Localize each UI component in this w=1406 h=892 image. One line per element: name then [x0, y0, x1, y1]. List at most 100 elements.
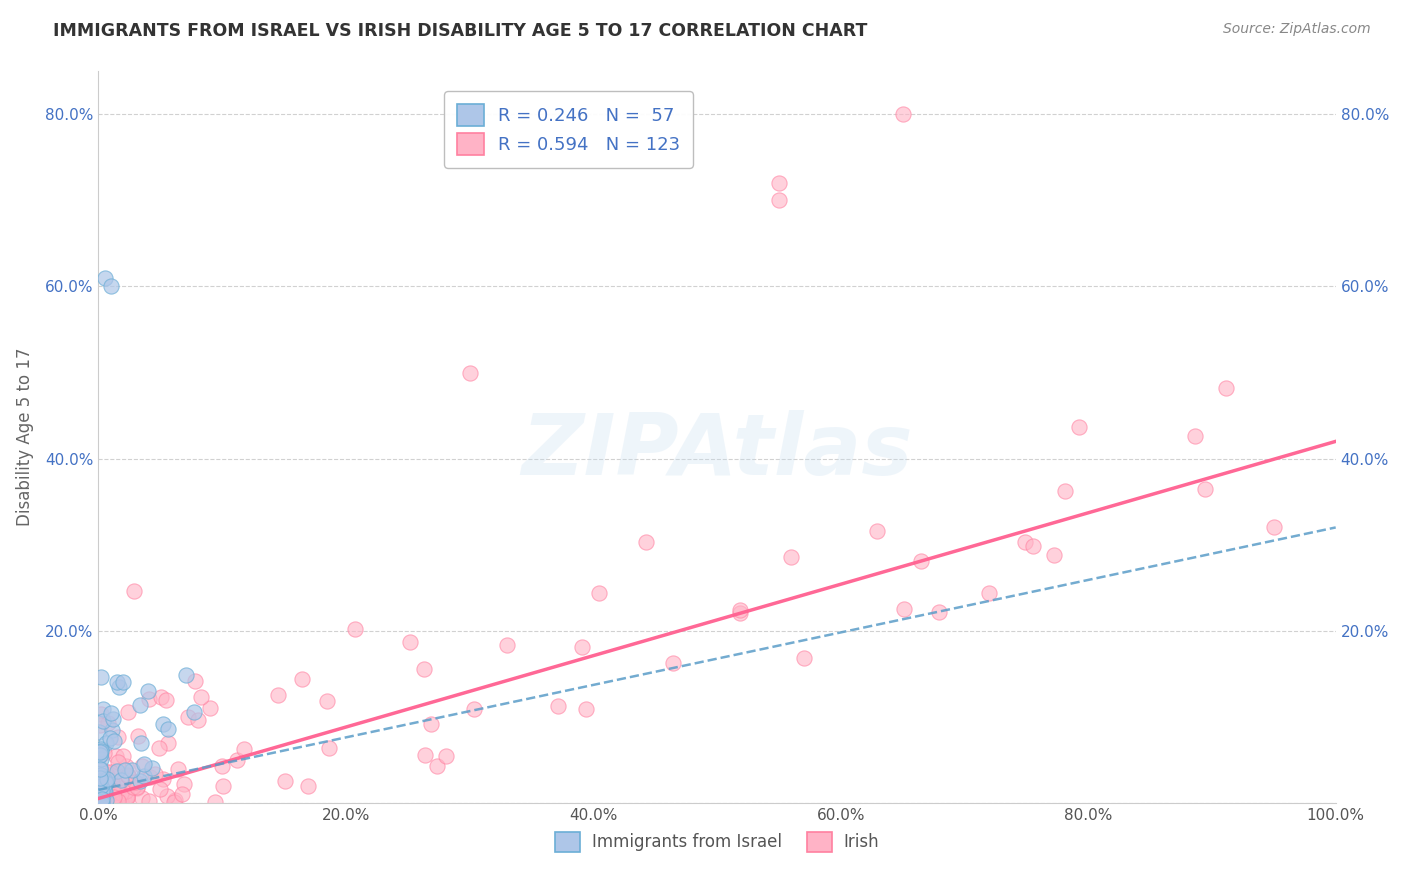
Point — [107, 794, 129, 808]
Point — [187, 713, 209, 727]
Point — [117, 705, 139, 719]
Point — [318, 740, 340, 755]
Point — [436, 748, 458, 763]
Point — [866, 524, 889, 538]
Point — [1014, 534, 1036, 549]
Point — [107, 756, 129, 770]
Point — [105, 675, 128, 690]
Point — [547, 699, 569, 714]
Point — [156, 736, 179, 750]
Point — [93, 746, 115, 760]
Point — [131, 759, 153, 773]
Point — [93, 783, 115, 797]
Point — [463, 702, 485, 716]
Point — [104, 789, 127, 804]
Point — [1054, 484, 1077, 499]
Point — [1067, 419, 1090, 434]
Point — [103, 780, 125, 794]
Point — [89, 761, 111, 775]
Point — [104, 765, 127, 780]
Point — [121, 763, 143, 777]
Point — [172, 787, 194, 801]
Point — [163, 795, 186, 809]
Point — [149, 690, 172, 704]
Point — [129, 773, 152, 788]
Point — [101, 782, 124, 797]
Point — [100, 279, 122, 293]
Point — [100, 765, 122, 780]
Point — [90, 706, 112, 721]
Point — [91, 783, 114, 797]
Point — [89, 762, 111, 776]
Point — [891, 107, 914, 121]
Point — [1043, 548, 1066, 562]
Point — [1263, 520, 1285, 534]
Point — [1184, 429, 1206, 443]
Point — [87, 725, 110, 739]
Point — [117, 769, 139, 783]
Point — [90, 742, 112, 756]
Point — [458, 366, 481, 380]
Point — [768, 176, 790, 190]
Point — [89, 718, 111, 732]
Point — [110, 786, 132, 800]
Point — [89, 747, 111, 762]
Point — [96, 795, 118, 809]
Point — [105, 792, 128, 806]
Point — [1215, 381, 1237, 395]
Point — [893, 602, 915, 616]
Point — [89, 747, 111, 762]
Point — [148, 741, 170, 756]
Point — [156, 789, 179, 803]
Point — [90, 796, 112, 810]
Point — [91, 702, 114, 716]
Point — [97, 716, 120, 731]
Point — [89, 780, 111, 794]
Point — [127, 729, 149, 743]
Point — [728, 603, 751, 617]
Point — [165, 793, 187, 807]
Point — [134, 757, 156, 772]
Point — [90, 743, 112, 757]
Point — [96, 793, 118, 807]
Point — [108, 780, 131, 795]
Point — [198, 701, 221, 715]
Point — [114, 783, 136, 797]
Text: IMMIGRANTS FROM ISRAEL VS IRISH DISABILITY AGE 5 TO 17 CORRELATION CHART: IMMIGRANTS FROM ISRAEL VS IRISH DISABILI… — [53, 22, 868, 40]
Point — [122, 780, 145, 794]
Point — [211, 759, 233, 773]
Point — [138, 770, 160, 784]
Point — [90, 790, 112, 805]
Point — [125, 776, 148, 790]
Point — [413, 747, 436, 762]
Point — [412, 662, 434, 676]
Point — [114, 763, 136, 777]
Point — [316, 694, 339, 708]
Point — [90, 770, 112, 784]
Y-axis label: Disability Age 5 to 17: Disability Age 5 to 17 — [15, 348, 34, 526]
Point — [1022, 539, 1045, 553]
Point — [129, 736, 152, 750]
Point — [96, 768, 118, 782]
Point — [91, 714, 114, 729]
Point — [297, 779, 319, 793]
Point — [155, 693, 177, 707]
Point — [89, 796, 111, 810]
Point — [90, 775, 112, 789]
Point — [114, 758, 136, 772]
Point — [122, 584, 145, 599]
Point — [101, 712, 124, 726]
Point — [90, 779, 112, 793]
Point — [112, 675, 135, 690]
Point — [127, 781, 149, 796]
Point — [105, 764, 128, 778]
Point — [111, 748, 134, 763]
Point — [104, 748, 127, 763]
Point — [107, 780, 129, 794]
Point — [103, 789, 125, 804]
Point — [177, 710, 200, 724]
Point — [94, 775, 117, 789]
Point — [94, 780, 117, 794]
Point — [184, 674, 207, 689]
Point — [94, 773, 117, 788]
